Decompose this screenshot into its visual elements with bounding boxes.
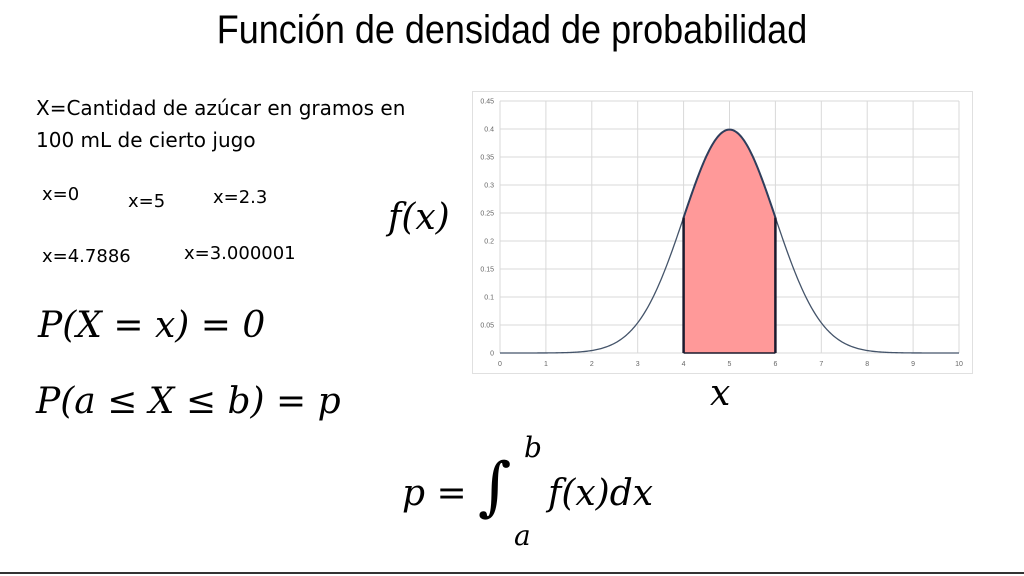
interval-probability-formula: P(a ≤ X ≤ b) = p [36,381,341,422]
shaded-curve-edge [682,128,777,218]
y-tick-label: 0.2 [484,239,494,246]
example-value: x=2.3 [213,187,268,208]
integral-lhs: p = [402,473,467,514]
x-tick-label: 8 [865,361,869,368]
x-tick-label: 9 [911,361,915,368]
description-line-1: X=Cantidad de azúcar en gramos en [36,96,406,120]
bottom-divider [0,572,1024,574]
x-tick-label: 6 [773,361,777,368]
y-tick-label: 0 [490,351,494,358]
integrand: f(x)dx [548,473,654,514]
y-tick-label: 0.35 [480,155,494,162]
example-value: x=3.000001 [184,243,296,264]
y-axis-label: f(x) [388,197,450,238]
y-tick-label: 0.1 [484,295,494,302]
shaded-area [683,129,776,353]
y-tick-label: 0.3 [484,183,494,190]
y-tick-label: 0.45 [480,99,494,106]
example-value: x=0 [42,184,80,205]
y-tick-label: 0.25 [480,211,494,218]
y-tick-label: 0.4 [484,127,494,134]
y-tick-label: 0.05 [480,323,494,330]
point-probability-formula: P(X = x) = 0 [38,305,266,346]
integral-lower-limit: a [514,519,531,552]
x-tick-label: 4 [682,361,686,368]
integral-upper-limit: b [524,431,542,464]
description-line-2: 100 mL de cierto jugo [36,128,256,152]
x-tick-label: 7 [819,361,823,368]
y-tick-label: 0.15 [480,267,494,274]
slide-title: Función de densidad de probabilidad [216,8,808,52]
x-tick-label: 10 [955,361,963,368]
x-tick-label: 3 [636,361,640,368]
example-value: x=5 [128,191,166,212]
x-axis-label: x [710,373,731,414]
x-tick-label: 5 [728,361,732,368]
x-tick-label: 2 [590,361,594,368]
integral-sign: ∫ [478,450,512,524]
x-tick-label: 1 [544,361,548,368]
density-chart: 0 1 2 3 4 5 6 7 8 9 10 0 0.05 0.1 0.15 0.2 0.25 0.3 0.35 0.… [472,91,973,374]
example-value: x=4.7886 [42,246,131,267]
x-tick-label: 0 [498,361,502,368]
